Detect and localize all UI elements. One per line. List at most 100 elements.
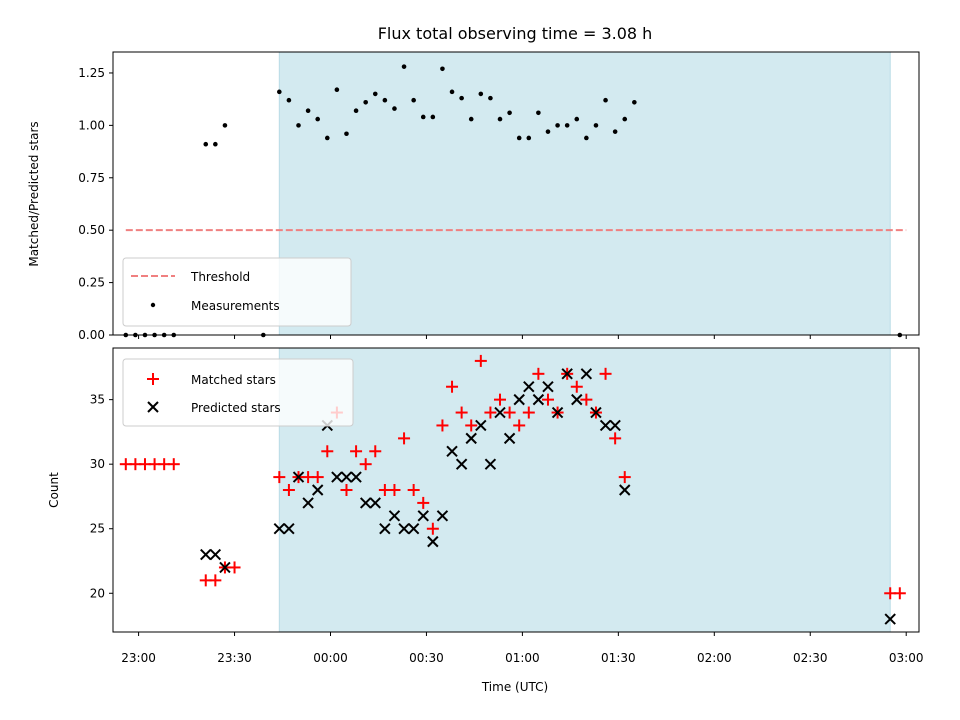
measurement-point <box>440 66 445 72</box>
top-y-tick-label: 0.25 <box>78 276 105 290</box>
measurement-point <box>334 87 340 93</box>
measurement-point <box>459 95 464 101</box>
top-axes-frame <box>112 51 920 336</box>
predicted-star-stroke <box>590 406 602 419</box>
top-y-tick-label: 1.00 <box>78 118 105 132</box>
matched-star-point <box>407 484 420 496</box>
matched-star-point <box>417 496 430 509</box>
matched-star-point <box>388 484 401 496</box>
matched-star-point <box>167 458 180 471</box>
matched-star-point <box>541 393 554 406</box>
measurement-point <box>430 114 436 120</box>
predicted-star-stroke <box>561 368 573 380</box>
measurement-point <box>468 116 474 122</box>
predicted-star-stroke <box>599 419 612 432</box>
predicted-star-point <box>571 393 583 406</box>
matched-star-point <box>494 393 507 406</box>
predicted-star-stroke <box>484 458 497 470</box>
predicted-star-point <box>494 406 506 419</box>
matched-star-point <box>321 445 334 458</box>
matched-star-point <box>522 406 535 419</box>
bottom-legend-box <box>122 358 354 427</box>
predicted-star-point <box>359 497 372 509</box>
measurement-point <box>286 97 292 103</box>
matched-star-point <box>609 432 622 445</box>
measurements-legend-label: Measurements <box>191 299 280 313</box>
measurement-point <box>555 123 560 128</box>
predicted-star-point <box>580 368 593 380</box>
predicted-star-point <box>283 523 295 535</box>
chart-title: Flux total observing time = 3.08 h <box>378 24 653 43</box>
predicted-star-point <box>884 613 896 625</box>
predicted-star-stroke <box>417 510 429 522</box>
predicted-star-point <box>446 445 458 457</box>
measurement-point <box>392 106 397 111</box>
matched-star-point <box>503 406 516 419</box>
measurement-point <box>526 135 532 141</box>
measurement-point <box>324 135 330 141</box>
x-tick-label: 00:00 <box>313 651 348 665</box>
measurement-point <box>632 100 637 105</box>
predicted-star-point <box>465 432 477 445</box>
matched-legend-marker <box>147 373 159 385</box>
predicted-star-stroke <box>407 523 420 535</box>
measurement-point <box>420 114 426 120</box>
predicted-star-stroke <box>283 523 295 535</box>
measurement-point <box>507 110 512 116</box>
predicted-star-point <box>398 523 410 535</box>
predicted-star-point <box>590 406 602 419</box>
predicted-legend-label: Predicted stars <box>191 401 281 415</box>
measurement-point <box>516 135 522 141</box>
predicted-star-point <box>523 381 535 393</box>
predicted-star-point <box>350 471 362 483</box>
measurements-legend-marker <box>150 302 156 308</box>
matched-star-point <box>436 419 449 432</box>
predicted-star-point <box>340 471 353 483</box>
top-y-tick-label: 0.50 <box>78 223 105 237</box>
top-subplot: 0.00 0.25 0.50 0.75 1.00 1.25 Matched/Predict… <box>27 51 920 342</box>
predicted-star-point <box>619 484 631 496</box>
predicted-star-stroke <box>446 445 458 457</box>
bottom-legend: Matched stars Predicted stars <box>122 358 354 427</box>
predicted-star-point <box>532 393 545 406</box>
matched-star-point <box>580 393 593 406</box>
measurement-point <box>488 95 493 101</box>
measurement-point <box>593 123 599 128</box>
measurement-point <box>372 91 378 97</box>
top-legend: Threshold Measurements <box>122 257 352 327</box>
predicted-star-stroke <box>302 497 314 509</box>
measurement-point <box>622 116 628 122</box>
measurement-point <box>296 123 301 128</box>
predicted-star-stroke <box>369 497 381 509</box>
bottom-y-tick-label: 30 <box>90 457 105 471</box>
matched-star-point <box>484 406 497 419</box>
predicted-star-point <box>292 471 305 483</box>
bottom-y-tick-label: 25 <box>90 522 105 536</box>
measurement-point <box>411 97 416 103</box>
predicted-star-stroke <box>311 484 324 496</box>
matched-star-point <box>209 574 222 587</box>
predicted-star-stroke <box>609 419 621 432</box>
measurement-point <box>363 100 368 105</box>
predicted-star-stroke <box>884 613 896 625</box>
matched-star-point <box>455 406 468 419</box>
predicted-star-point <box>599 419 612 432</box>
predicted-star-point <box>388 510 401 522</box>
predicted-star-stroke <box>513 393 525 406</box>
x-tick-label: 03:00 <box>889 651 924 665</box>
predicted-legend-marker <box>147 401 159 413</box>
predicted-star-stroke <box>465 432 477 445</box>
matched-star-point <box>474 354 487 367</box>
predicted-star-point <box>302 497 314 509</box>
matched-star-point <box>398 432 411 445</box>
measurement-point <box>353 108 359 113</box>
predicted-star-stroke <box>475 419 487 432</box>
predicted-star-point <box>311 484 324 496</box>
predicted-star-point <box>273 523 286 535</box>
predicted-star-point <box>427 535 439 548</box>
bottom-y-tick-label: 35 <box>90 393 105 407</box>
matched-star-point <box>465 419 478 432</box>
measurement-point <box>277 89 282 95</box>
predicted-star-point <box>609 419 621 432</box>
